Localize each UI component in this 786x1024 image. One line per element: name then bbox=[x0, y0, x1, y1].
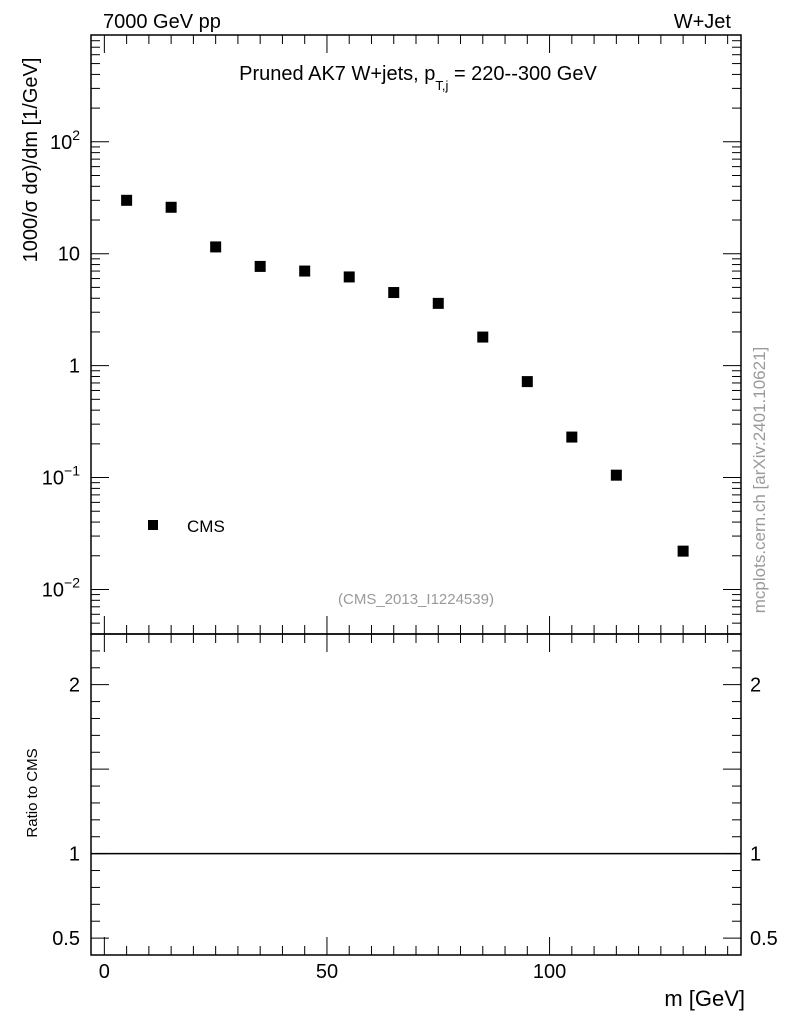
data-point bbox=[254, 260, 266, 272]
x-tick-label: 100 bbox=[533, 961, 566, 983]
ratio-y-tick-label-right: 2 bbox=[750, 675, 761, 697]
y-tick-exponent: −1 bbox=[64, 463, 80, 479]
x-tick-labels: 0 50 100 bbox=[99, 961, 566, 983]
data-point bbox=[432, 297, 444, 309]
data-point bbox=[210, 241, 222, 253]
main-title-rest: = 220--300 GeV bbox=[448, 63, 597, 85]
ratio-y-tick-label-left: 1 bbox=[69, 844, 80, 866]
data-point bbox=[343, 271, 355, 283]
main-title-text: Pruned AK7 W+jets, p bbox=[239, 63, 435, 85]
data-point bbox=[388, 287, 400, 299]
ratio-plot-frame bbox=[90, 633, 742, 956]
y-tick-exponent: −2 bbox=[64, 574, 80, 590]
data-point bbox=[677, 545, 689, 557]
main-title: Pruned AK7 W+jets, pT,j = 220--300 GeV bbox=[239, 63, 597, 93]
y-tick-base: 10 bbox=[42, 579, 64, 601]
y-axis-title: 1000/σ dσ)/dm [1/GeV] bbox=[20, 58, 42, 263]
x-axis-title: m [GeV] bbox=[664, 986, 745, 1011]
ratio-y-axis-title: Ratio to CMS bbox=[24, 748, 41, 837]
y-tick-label: 102 bbox=[50, 127, 80, 154]
main-axis-ticks bbox=[91, 34, 741, 635]
main-plot-frame bbox=[90, 34, 742, 635]
data-point bbox=[121, 194, 133, 206]
x-tick-label: 0 bbox=[99, 961, 110, 983]
data-points bbox=[121, 194, 689, 557]
y-tick-base: 10 bbox=[50, 132, 72, 154]
y-tick-base: 1 bbox=[69, 356, 80, 378]
data-point bbox=[165, 201, 177, 213]
x-tick-label: 50 bbox=[316, 961, 338, 983]
y-tick-label: 10−1 bbox=[42, 463, 80, 490]
y-tick-base: 10 bbox=[58, 244, 80, 266]
y-tick-base: 10 bbox=[42, 468, 64, 490]
header-right-label: W+Jet bbox=[674, 11, 732, 33]
ratio-y-tick-label-right: 1 bbox=[750, 844, 761, 866]
data-point bbox=[521, 376, 533, 388]
ratio-y-tick-label-left: 0.5 bbox=[52, 928, 80, 950]
main-title-subscript: T,j bbox=[435, 78, 448, 93]
analysis-id: (CMS_2013_I1224539) bbox=[338, 591, 494, 608]
header-left-label: 7000 GeV pp bbox=[103, 11, 221, 33]
watermark: mcplots.cern.ch [arXiv:2401.10621] bbox=[750, 347, 769, 613]
ratio-y-tick-label-left: 2 bbox=[69, 675, 80, 697]
data-point bbox=[610, 469, 622, 481]
data-point bbox=[299, 265, 311, 277]
data-point bbox=[477, 331, 489, 343]
y-tick-exponent: 2 bbox=[72, 127, 80, 143]
data-point bbox=[566, 431, 578, 443]
ratio-y-tick-label-right: 0.5 bbox=[750, 928, 778, 950]
ratio-y-tick-labels: 0.5 0.5 1 1 2 2 bbox=[52, 675, 778, 950]
legend-label: CMS bbox=[187, 517, 225, 536]
y-tick-label: 10 bbox=[58, 244, 80, 266]
y-tick-label: 1 bbox=[69, 356, 80, 378]
legend-marker bbox=[148, 520, 158, 530]
y-tick-label: 10−2 bbox=[42, 574, 80, 601]
ratio-axis-ticks bbox=[91, 633, 741, 955]
